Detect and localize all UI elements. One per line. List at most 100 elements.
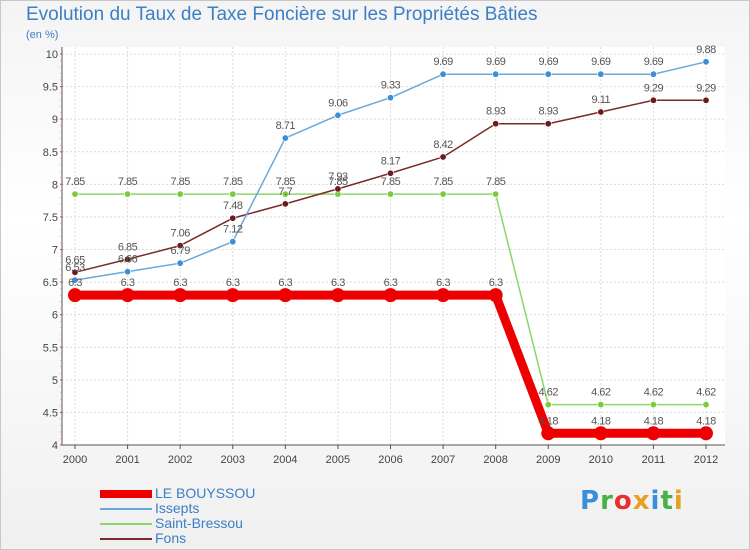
data-label: 6.3 <box>436 277 450 289</box>
data-label: 7.85 <box>118 176 138 188</box>
y-tick-label: 9.5 <box>43 82 58 94</box>
data-label: 7.93 <box>328 171 348 183</box>
data-point <box>699 426 713 441</box>
data-label: 6.53 <box>65 262 85 274</box>
data-point <box>330 288 345 303</box>
data-label: 9.69 <box>644 56 664 68</box>
logo-letter: r <box>600 486 614 516</box>
x-tick-label: 2011 <box>642 454 666 466</box>
y-tick-label: 10 <box>46 49 58 61</box>
data-point <box>281 190 289 198</box>
data-point <box>176 190 184 198</box>
data-label: 4.62 <box>696 387 716 399</box>
data-point <box>386 94 394 102</box>
data-point <box>229 190 237 198</box>
data-label: 4.62 <box>591 387 611 399</box>
data-point <box>702 58 710 66</box>
x-tick-label: 2008 <box>483 454 507 466</box>
legend-label: Saint-Bressou <box>155 515 243 531</box>
logo-letter: x <box>632 486 651 516</box>
data-label: 6.66 <box>118 254 138 266</box>
data-point <box>488 288 503 303</box>
data-label: 9.69 <box>433 56 453 68</box>
logo-letter: P <box>580 486 601 516</box>
legend-item: Fons <box>100 531 400 546</box>
data-point <box>541 426 556 441</box>
data-point <box>225 288 240 303</box>
y-tick-label: 7.5 <box>43 212 58 224</box>
data-label: 9.88 <box>696 44 716 56</box>
x-tick-label: 2002 <box>168 454 192 466</box>
data-label: 9.29 <box>644 82 664 94</box>
data-label: 9.06 <box>328 97 348 109</box>
data-point <box>176 259 184 267</box>
data-label: 7.12 <box>223 224 243 236</box>
data-point <box>439 190 447 198</box>
data-point <box>492 190 500 198</box>
legend-item: Issepts <box>100 501 400 516</box>
data-label: 4.62 <box>644 387 664 399</box>
data-label: 4.18 <box>696 415 716 427</box>
data-label: 6.85 <box>118 241 138 253</box>
legend-swatch <box>100 507 152 510</box>
data-label: 9.69 <box>591 56 611 68</box>
data-point <box>702 96 710 104</box>
data-point <box>68 288 82 303</box>
data-label: 9.33 <box>381 80 401 92</box>
logo-letter: i <box>650 486 661 516</box>
data-point <box>71 190 79 198</box>
data-point <box>439 153 447 161</box>
data-label: 6.3 <box>489 277 503 289</box>
data-point <box>176 242 184 250</box>
y-tick-label: 5.5 <box>43 342 58 354</box>
data-label: 9.69 <box>486 56 506 68</box>
x-tick-label: 2007 <box>431 454 455 466</box>
data-label: 8.42 <box>433 139 453 151</box>
data-point <box>334 111 342 119</box>
y-tick-label: 6.5 <box>43 277 58 289</box>
data-label: 4.18 <box>539 415 559 427</box>
data-point <box>383 288 398 303</box>
data-label: 8.17 <box>381 155 401 167</box>
x-tick-label: 2000 <box>63 454 87 466</box>
line-chart: 4 4.5 5 5.5 6 6.5 7 7.5 8 8.5 9 9.5 10 2000 2001 2002 20… <box>43 44 725 466</box>
x-tick-label: 2004 <box>273 454 297 466</box>
data-label: 6.3 <box>331 277 345 289</box>
data-label: 7.85 <box>170 176 190 188</box>
x-tick-label: 2001 <box>115 454 139 466</box>
data-label: 6.65 <box>65 254 85 266</box>
y-tick-label: 5 <box>52 375 58 387</box>
data-point <box>71 276 79 284</box>
data-point <box>124 190 132 198</box>
x-tick-label: 2009 <box>536 454 560 466</box>
data-label: 8.93 <box>486 106 506 118</box>
data-label: 7.85 <box>328 176 348 188</box>
data-label: 4.18 <box>644 415 664 427</box>
data-label: 7.06 <box>170 228 190 240</box>
data-label: 6.3 <box>278 277 292 289</box>
data-point <box>649 401 657 409</box>
data-point <box>649 96 657 104</box>
data-point <box>124 255 132 263</box>
data-label: 9.29 <box>696 82 716 94</box>
data-point <box>597 401 605 409</box>
data-point <box>597 108 605 116</box>
data-label: 7.85 <box>65 176 85 188</box>
data-label: 8.71 <box>276 120 296 132</box>
plot-area <box>62 47 725 445</box>
data-point <box>386 190 394 198</box>
legend-item: Saint-Bressou <box>100 516 400 531</box>
data-label: 6.79 <box>170 245 190 257</box>
data-point <box>120 288 135 303</box>
data-label: 6.3 <box>68 277 82 289</box>
data-label: 7.85 <box>381 176 401 188</box>
data-point <box>597 70 605 78</box>
data-point <box>173 288 188 303</box>
x-tick-label: 2010 <box>589 454 613 466</box>
y-axis-unit: (en %) <box>26 29 59 41</box>
data-label: 6.3 <box>173 277 187 289</box>
y-tick-label: 4.5 <box>43 407 58 419</box>
legend-label: LE BOUYSSOU <box>155 485 256 501</box>
data-point <box>646 426 661 441</box>
data-label: 9.11 <box>592 94 611 106</box>
